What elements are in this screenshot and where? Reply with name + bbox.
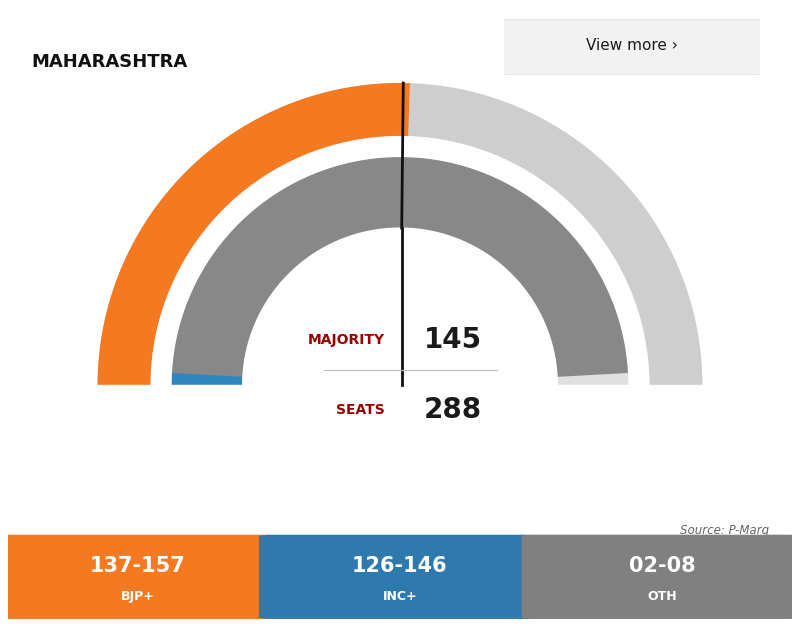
Text: OTH: OTH [648,589,678,603]
FancyBboxPatch shape [522,535,800,619]
Text: MAHARASHTRA: MAHARASHTRA [31,53,187,71]
FancyBboxPatch shape [259,535,541,619]
Text: INC+: INC+ [382,589,418,603]
Polygon shape [150,136,650,386]
Text: 137-157: 137-157 [90,556,186,576]
Polygon shape [170,157,386,386]
Polygon shape [22,386,778,552]
FancyBboxPatch shape [496,19,768,75]
Text: View more ›: View more › [586,38,678,53]
Polygon shape [170,155,630,386]
Text: 126-146: 126-146 [352,556,448,576]
FancyBboxPatch shape [0,535,278,619]
Polygon shape [152,137,648,386]
Polygon shape [242,228,558,386]
Text: BJP+: BJP+ [121,589,154,603]
Text: MAJORITY: MAJORITY [308,333,385,347]
Polygon shape [98,83,702,386]
Polygon shape [170,155,630,377]
Text: 145: 145 [424,326,482,354]
Polygon shape [98,83,410,386]
Text: 288: 288 [424,396,482,424]
Text: SEATS: SEATS [336,403,385,416]
Text: 02-08: 02-08 [630,556,696,576]
Text: Source: P-Marq: Source: P-Marq [680,524,769,537]
